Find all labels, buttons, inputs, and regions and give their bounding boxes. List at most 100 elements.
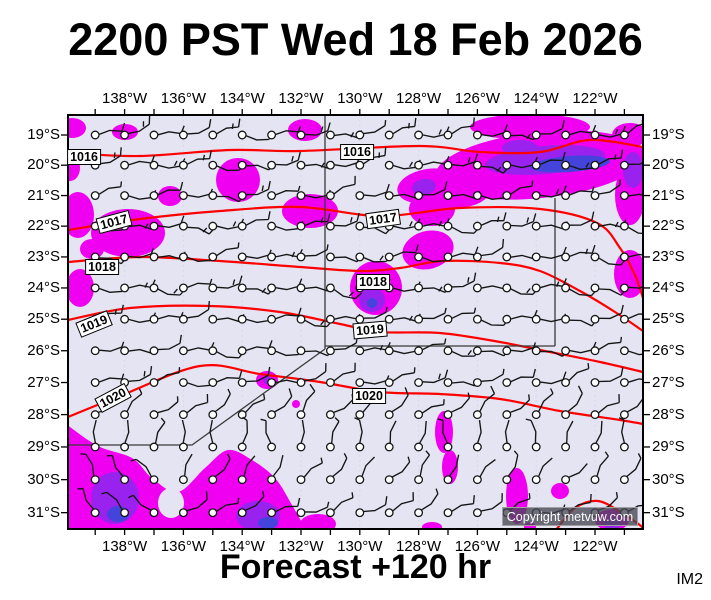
station-circle — [120, 160, 130, 170]
wind-barb — [504, 419, 510, 444]
station-circle — [472, 221, 482, 231]
station-circle — [267, 410, 277, 420]
station-circle — [590, 346, 600, 356]
wind-barb — [451, 495, 475, 512]
wind-barb — [539, 152, 566, 166]
lon-label: 136°W — [160, 538, 206, 555]
station-circle — [325, 283, 335, 293]
station-circle — [296, 191, 306, 201]
station-circle — [384, 130, 394, 140]
station-circle — [120, 346, 130, 356]
wind-barb — [354, 417, 363, 444]
wind-barb — [363, 183, 390, 197]
station-circle — [619, 410, 629, 420]
station-circle — [355, 508, 365, 518]
wind-barb — [422, 307, 447, 320]
wind-barb — [363, 120, 387, 135]
station-circle — [414, 191, 424, 201]
station-circle — [443, 221, 453, 231]
lon-label: 132°W — [278, 90, 324, 107]
station-circle — [149, 508, 159, 518]
lat-label: 19°S — [27, 126, 60, 143]
wind-barb — [187, 150, 212, 165]
wind-barb — [477, 420, 482, 444]
wind-barb — [598, 257, 626, 266]
wind-barb — [627, 226, 643, 235]
station-circle — [296, 378, 306, 387]
station-circle — [619, 314, 629, 324]
station-circle — [502, 130, 512, 140]
wind-barb — [214, 388, 231, 413]
lon-label: 134°W — [219, 90, 265, 107]
lat-label: 23°S — [27, 247, 60, 265]
station-circle — [619, 378, 629, 387]
station-circle — [237, 283, 247, 293]
station-circle — [296, 314, 306, 324]
station-circle — [590, 191, 600, 201]
isobar-value-label: 1018 — [85, 259, 119, 275]
wind-barb — [216, 118, 241, 135]
station-circle — [149, 346, 159, 356]
wind-barb — [567, 385, 583, 413]
wind-barb — [510, 180, 534, 195]
wind-barb — [77, 487, 94, 510]
wind-barb — [333, 492, 354, 511]
lon-label: 132°W — [278, 538, 324, 555]
isobar-value-label: 1019 — [352, 320, 388, 340]
station-circle — [443, 475, 453, 485]
station-circle — [208, 314, 218, 324]
station-circle — [267, 221, 277, 231]
station-circle — [178, 346, 188, 356]
station-circle — [443, 130, 453, 140]
station-circle — [120, 442, 130, 452]
station-circle — [414, 410, 424, 420]
station-circle — [561, 191, 571, 201]
station-circle — [267, 346, 277, 356]
station-circle — [472, 130, 482, 140]
station-circle — [90, 130, 100, 140]
wind-barb — [507, 450, 519, 477]
precip-area — [68, 269, 94, 307]
wind-barb — [303, 457, 323, 478]
wind-barb — [128, 494, 152, 511]
station-circle — [178, 378, 188, 387]
station-circle — [414, 442, 424, 452]
station-circle — [472, 410, 482, 420]
station-circle — [149, 410, 159, 420]
wind-barb — [509, 394, 531, 414]
station-circle — [619, 252, 629, 262]
station-circle — [502, 314, 512, 324]
wind-barb — [216, 242, 240, 257]
station-circle — [414, 475, 424, 485]
station-circle — [561, 346, 571, 356]
lat-label: 29°S — [652, 437, 685, 455]
lat-label: 20°S — [652, 156, 685, 174]
forecast-hour-label: Forecast +120 hr — [219, 548, 492, 586]
lat-label: 21°S — [27, 186, 60, 204]
station-circle — [590, 314, 600, 324]
lat-label: 31°S — [652, 503, 685, 521]
station-circle — [414, 314, 424, 324]
station-circle — [443, 283, 453, 293]
wind-barb — [332, 452, 348, 478]
wind-barb — [304, 363, 327, 382]
wind-barb — [525, 418, 537, 444]
station-circle — [296, 221, 306, 231]
lat-label: 21°S — [652, 186, 685, 204]
isobar-value-label: 1016 — [340, 144, 374, 160]
station-circle — [355, 191, 365, 201]
wind-barb — [419, 450, 431, 477]
wind-barb — [479, 459, 496, 478]
lat-label: 30°S — [652, 470, 685, 488]
station-circle — [443, 252, 453, 262]
precip-area — [282, 194, 338, 228]
lon-label: 128°W — [396, 538, 442, 555]
station-circle — [561, 475, 571, 485]
wind-barb — [275, 126, 301, 136]
precip-area — [412, 178, 436, 196]
wind-barb — [628, 193, 643, 197]
station-circle — [355, 378, 365, 387]
wind-barb — [628, 253, 643, 258]
wind-barb — [126, 388, 143, 412]
precip-area — [422, 522, 442, 529]
